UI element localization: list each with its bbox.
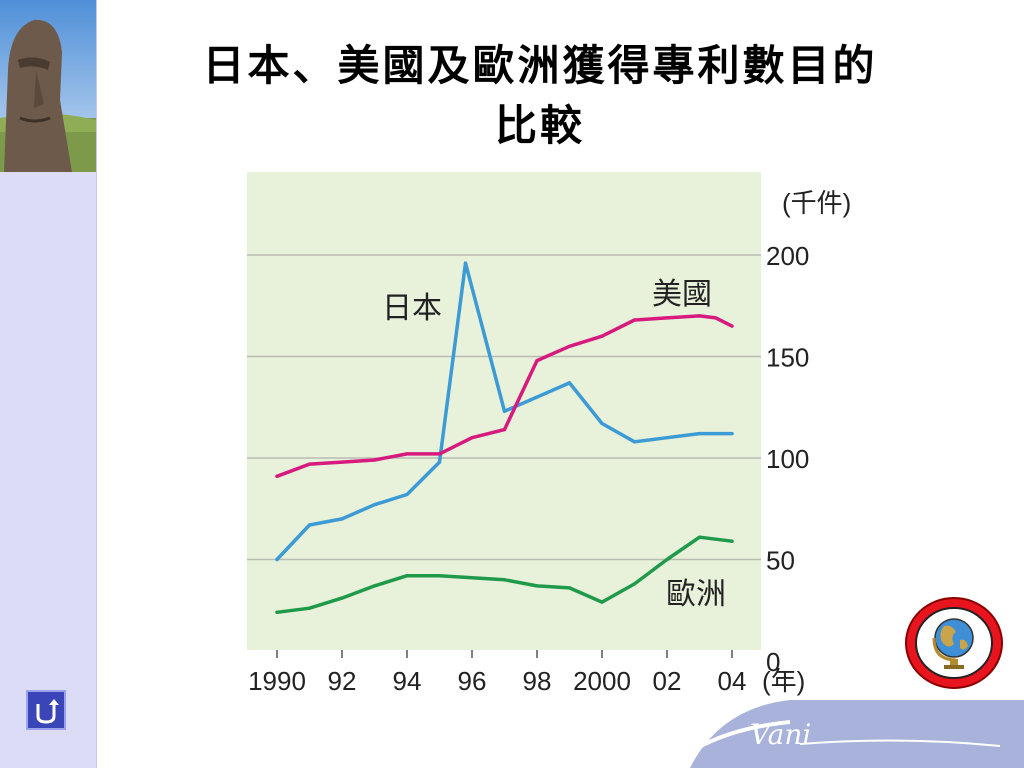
series-label-europe: 歐洲 — [666, 578, 726, 611]
series-label-usa: 美國 — [652, 278, 712, 311]
data-point-europe-6 — [470, 576, 474, 580]
moai-statue-image — [0, 0, 96, 172]
data-point-europe-3 — [372, 584, 377, 588]
data-point-usa-6 — [470, 436, 474, 440]
data-point-europe-10 — [600, 600, 604, 604]
series-label-japan: 日本 — [382, 292, 442, 325]
vani-logo: Vani — [668, 700, 1024, 768]
x-tick-label-2000: 2000 — [573, 666, 631, 696]
title-line-2: 比較 — [494, 101, 585, 150]
slide-title: 日本、美國及歐洲獲得專利數目的 比較 — [110, 36, 970, 156]
data-point-japan-11 — [665, 436, 669, 440]
y-tick-label-150: 150 — [766, 343, 809, 373]
series-line-japan — [275, 261, 734, 562]
data-point-usa-5 — [437, 452, 442, 456]
data-point-usa-1 — [307, 462, 312, 466]
data-point-japan-13 — [730, 432, 734, 436]
data-point-usa-7 — [502, 427, 507, 432]
data-point-europe-9 — [567, 586, 572, 590]
data-point-usa-0 — [275, 474, 279, 478]
data-point-europe-7 — [502, 578, 507, 582]
x-tick-label-2004: 04 — [718, 666, 747, 696]
data-point-usa-14 — [714, 316, 718, 320]
data-point-europe-12 — [665, 557, 669, 562]
data-point-japan-2 — [340, 517, 344, 521]
y-tick-label-0: 0 — [766, 647, 780, 677]
series-line-usa — [275, 314, 734, 479]
title-line-1: 日本、美國及歐洲獲得專利數目的 — [202, 41, 878, 90]
data-point-europe-2 — [340, 596, 344, 600]
data-point-europe-1 — [307, 606, 312, 610]
data-point-europe-4 — [405, 574, 409, 578]
data-point-japan-8 — [567, 381, 572, 385]
data-point-europe-8 — [535, 584, 539, 588]
data-point-japan-5 — [437, 460, 442, 464]
data-point-europe-5 — [437, 574, 442, 578]
data-point-japan-7 — [502, 409, 507, 413]
data-point-japan-1 — [307, 523, 312, 527]
globe-icon — [932, 618, 974, 669]
data-point-europe-0 — [275, 610, 279, 614]
data-point-japan-9 — [600, 421, 604, 426]
data-point-usa-9 — [567, 344, 572, 348]
data-point-usa-12 — [665, 316, 669, 320]
data-point-usa-15 — [730, 324, 734, 328]
data-point-japan-12 — [697, 432, 702, 436]
x-tick-label-1990: 1990 — [248, 666, 306, 696]
x-tick-label-1996: 96 — [458, 666, 487, 696]
x-tick-label-1998: 98 — [523, 666, 552, 696]
data-point-europe-14 — [730, 539, 734, 543]
data-point-japan-6 — [463, 261, 468, 265]
x-tick-label-1994: 94 — [393, 666, 422, 696]
data-point-usa-10 — [600, 334, 604, 338]
data-point-japan-3 — [372, 503, 377, 507]
y-axis-unit: (千件) — [782, 188, 851, 218]
data-point-japan-0 — [275, 557, 279, 562]
data-point-japan-4 — [405, 492, 409, 497]
data-point-europe-11 — [632, 582, 637, 586]
data-point-usa-13 — [697, 314, 702, 318]
globe-button[interactable] — [904, 596, 1004, 690]
back-button[interactable] — [26, 690, 66, 730]
data-point-usa-3 — [372, 458, 377, 462]
data-point-usa-4 — [405, 452, 409, 456]
return-arrow-icon — [36, 702, 56, 724]
data-point-usa-2 — [340, 460, 344, 464]
y-tick-label-100: 100 — [766, 444, 809, 474]
data-point-usa-11 — [632, 318, 637, 322]
data-point-europe-13 — [697, 535, 702, 539]
x-tick-label-1992: 92 — [328, 666, 357, 696]
y-tick-label-50: 50 — [766, 546, 795, 576]
data-point-usa-8 — [535, 358, 539, 363]
y-tick-label-200: 200 — [766, 241, 809, 271]
logo-text: Vani — [750, 718, 811, 751]
x-axis-unit: (年) — [762, 666, 805, 696]
x-tick-label-2002: 02 — [653, 666, 682, 696]
data-point-japan-10 — [632, 440, 637, 444]
